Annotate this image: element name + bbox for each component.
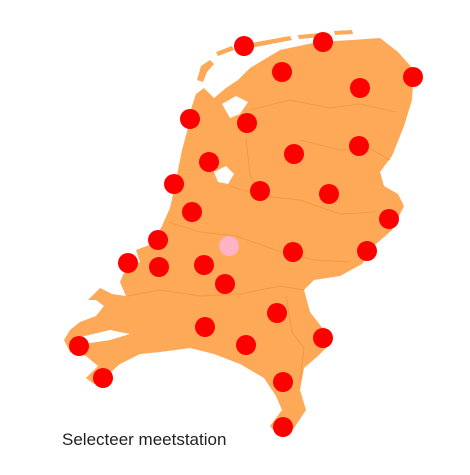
island-vlieland <box>216 46 234 56</box>
station-markers <box>69 32 423 437</box>
station-marker[interactable] <box>237 113 257 133</box>
zeeland-water <box>76 330 130 344</box>
station-marker[interactable] <box>273 372 293 392</box>
markermeer <box>214 166 234 184</box>
station-marker[interactable] <box>93 368 113 388</box>
station-marker[interactable] <box>164 174 184 194</box>
station-marker[interactable] <box>272 62 292 82</box>
station-marker[interactable] <box>403 67 423 87</box>
border-4 <box>167 221 351 263</box>
station-marker[interactable] <box>118 253 138 273</box>
station-marker[interactable] <box>149 257 169 277</box>
station-marker[interactable] <box>349 136 369 156</box>
station-marker[interactable] <box>180 109 200 129</box>
station-marker[interactable] <box>234 36 254 56</box>
station-marker[interactable] <box>284 144 304 164</box>
station-marker[interactable] <box>148 230 168 250</box>
station-marker[interactable] <box>357 241 377 261</box>
station-marker[interactable] <box>250 181 270 201</box>
station-marker[interactable] <box>267 303 287 323</box>
station-marker[interactable] <box>313 328 333 348</box>
station-marker[interactable] <box>273 417 293 437</box>
station-marker[interactable] <box>313 32 333 52</box>
station-marker[interactable] <box>69 336 89 356</box>
station-marker[interactable] <box>215 274 235 294</box>
station-marker[interactable] <box>194 255 214 275</box>
station-marker[interactable] <box>350 78 370 98</box>
select-station-caption: Selecteer meetstation <box>62 430 227 449</box>
station-marker[interactable] <box>199 152 219 172</box>
ijsselmeer <box>222 96 248 118</box>
station-marker[interactable] <box>195 317 215 337</box>
island-terschelling <box>246 36 292 48</box>
station-marker-selected[interactable] <box>219 236 239 256</box>
station-marker[interactable] <box>283 242 303 262</box>
station-marker[interactable] <box>319 184 339 204</box>
border-6 <box>285 295 305 381</box>
border-5 <box>127 285 305 297</box>
island-texel <box>197 60 214 82</box>
station-marker[interactable] <box>182 202 202 222</box>
station-marker[interactable] <box>379 209 399 229</box>
station-marker[interactable] <box>236 335 256 355</box>
border-1 <box>249 99 397 113</box>
island-schiermonnikoog <box>334 30 353 35</box>
